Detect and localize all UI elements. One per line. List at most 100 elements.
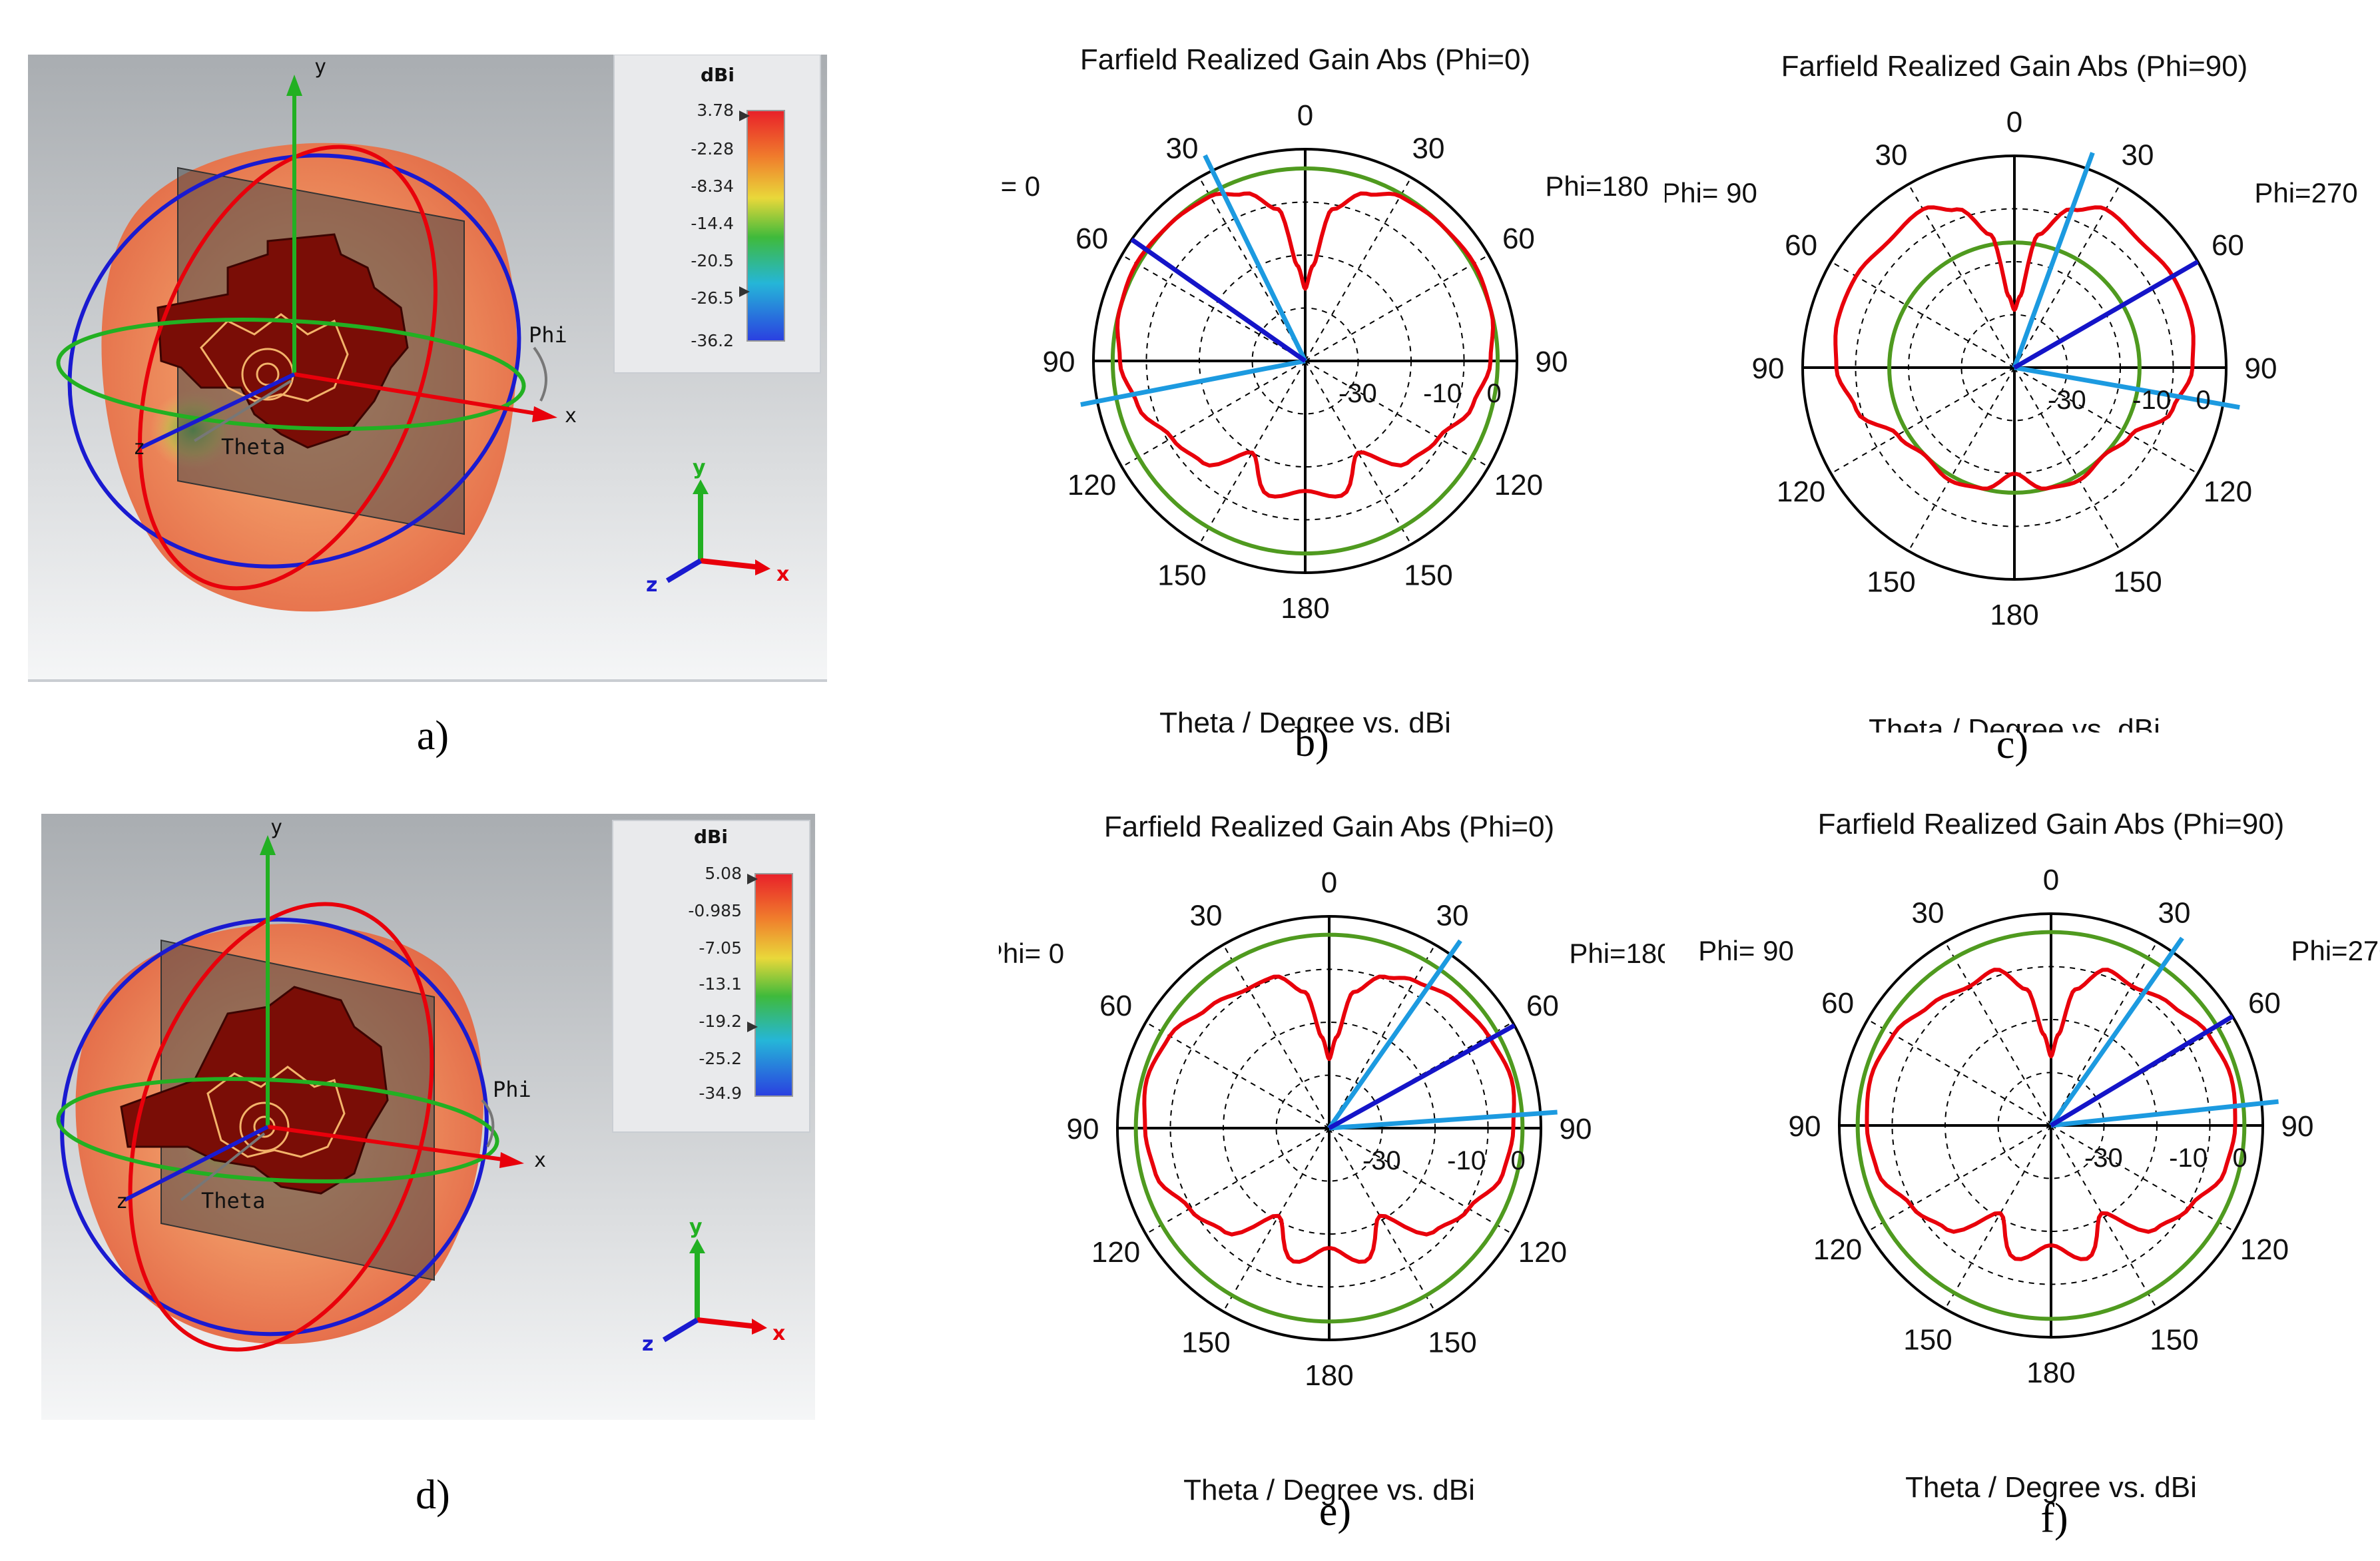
angle-label: 150	[1428, 1326, 1476, 1359]
angle-label: 60	[1821, 987, 1854, 1020]
colorbar-tick: -14.4	[691, 214, 734, 233]
phi-left-label: Phi= 90	[1698, 935, 1794, 966]
radial-label: -30	[1362, 1146, 1401, 1175]
grid-spoke	[1305, 360, 1489, 468]
radial-label: -10	[1447, 1146, 1486, 1175]
grid-spoke	[1329, 944, 1436, 1129]
theta-label: Theta	[201, 1188, 265, 1213]
phi-left-label: Phi= 0	[999, 938, 1064, 969]
grid-spoke	[1223, 944, 1330, 1129]
reference-level-circle	[1855, 930, 2247, 1321]
axis-triad: y x z	[642, 1215, 785, 1356]
radial-label: -10	[1423, 379, 1462, 408]
farfield-3d-view-d: y x z Phi Theta dBi 5.08 -0.985 -7.05 -1…	[41, 814, 815, 1424]
phi-label: Phi	[493, 1077, 531, 1102]
caption-c: c)	[1996, 722, 2029, 767]
angle-label: 90	[1560, 1113, 1592, 1145]
colorbar-tick: -19.2	[699, 1012, 742, 1031]
z-axis-label: z	[116, 1190, 128, 1213]
angle-label: 60	[1785, 229, 1817, 262]
angle-label: 60	[1502, 222, 1535, 255]
angle-label: 150	[1181, 1326, 1230, 1359]
radial-label: 0	[2233, 1143, 2247, 1173]
grid-spoke	[1831, 261, 2015, 368]
radial-label: 0	[2196, 386, 2211, 415]
pattern-curve	[1833, 205, 2196, 491]
angle-label: 60	[1075, 222, 1108, 255]
angle-label: 0	[2043, 864, 2059, 896]
triad-y-label: y	[693, 456, 706, 479]
angle-label: 120	[1813, 1233, 1862, 1266]
colorbar-tick: -20.5	[691, 251, 734, 270]
colorbar-unit: dBi	[701, 64, 735, 86]
triad-y-label: y	[689, 1215, 703, 1239]
y-axis-label: y	[314, 55, 326, 79]
radial-label: -10	[2132, 386, 2171, 415]
angle-label: 180	[1281, 592, 1329, 625]
colorbar-tick: -25.2	[699, 1049, 742, 1068]
polar-plot-e: Farfield Realized Gain Abs (Phi=0) 0 30 60 9…	[999, 766, 1665, 1561]
chart-xlabel: Theta / Degree vs. dBi	[1159, 707, 1451, 733]
angle-label: 150	[1157, 559, 1206, 591]
main-lobe-line	[2050, 1014, 2234, 1128]
caption-d: d)	[416, 1472, 450, 1518]
main-lobe-line	[2013, 259, 2200, 370]
chart-xlabel: Theta / Degree vs. dBi	[1869, 713, 2160, 733]
grid-spoke	[1329, 1127, 1513, 1235]
caption-a: a)	[416, 713, 449, 759]
theta-ring-blue	[60, 917, 489, 1337]
angle-label: 120	[1067, 469, 1116, 501]
radial-label: 0	[1511, 1146, 1526, 1175]
farfield-3d-canvas-d: y x z Phi Theta dBi 5.08 -0.985 -7.05 -1…	[41, 814, 815, 1420]
radial-label: -30	[1339, 379, 1377, 408]
angle-label: 60	[1099, 990, 1132, 1022]
grid-spoke	[1305, 360, 1412, 545]
grid-spoke	[1121, 254, 1306, 362]
angle-label: 30	[1166, 133, 1199, 165]
radial-label: -30	[2048, 386, 2086, 415]
reference-level-circle	[1887, 240, 2142, 495]
chart-xlabel: Theta / Degree vs. dBi	[1905, 1471, 2197, 1504]
grid-spoke	[1145, 1022, 1330, 1129]
polar-plot-b: Farfield Realized Gain Abs (Phi=0) 0 30 60 9…	[999, 0, 1651, 733]
z-axis	[140, 372, 296, 450]
grid-spoke	[1944, 1125, 2052, 1309]
grid-spoke	[1199, 360, 1306, 545]
grid-spoke	[1867, 1125, 2052, 1232]
colorbar-unit: dBi	[694, 826, 728, 848]
colorbar-tick: -7.05	[699, 938, 742, 958]
theta-ring-blue	[67, 153, 521, 569]
polar-plot-f: Farfield Realized Gain Abs (Phi=90) 0 30 60…	[1671, 766, 2380, 1561]
colorbar-tick: 5.08	[705, 864, 742, 883]
angle-label: 120	[1494, 469, 1543, 501]
z-axis-label: z	[133, 436, 145, 460]
polar-plot-c: Farfield Realized Gain Abs (Phi=90) 0 30 60…	[1665, 0, 2380, 733]
y-axis-label: y	[270, 816, 282, 839]
grid-spoke	[2014, 367, 2198, 474]
beam-edge-line	[2012, 152, 2095, 369]
colorbar-panel	[613, 55, 821, 374]
angle-label: 120	[2240, 1233, 2289, 1266]
triad-x-label: x	[776, 563, 789, 586]
angle-label: 180	[1990, 599, 2038, 631]
beam-edge-line	[1203, 154, 1308, 362]
colorbar	[746, 110, 785, 342]
grid-spoke	[2050, 1125, 2158, 1309]
colorbar-tick: -2.28	[691, 139, 734, 158]
polar-canvas-c: Farfield Realized Gain Abs (Phi=90) 0 30 60…	[1665, 50, 2358, 733]
chart-title: Farfield Realized Gain Abs (Phi=90)	[1781, 50, 2248, 83]
phi-right-label: Phi=180	[1569, 938, 1665, 969]
caption-e: e)	[1319, 1489, 1352, 1534]
colorbar-tick: -13.1	[699, 974, 742, 994]
phi-left-label: Phi= 0	[999, 170, 1040, 202]
main-lobe-line	[1328, 1023, 1516, 1131]
main-lobe-line	[1130, 237, 1307, 363]
beam-edge-line	[2049, 936, 2184, 1127]
phi-right-label: Phi=270	[2254, 177, 2357, 208]
x-axis-label: x	[565, 404, 577, 428]
radial-label: -30	[2084, 1143, 2123, 1173]
pattern-curve	[1115, 191, 1495, 499]
angle-label: 90	[1043, 346, 1075, 378]
colorbar-tick: 3.78	[697, 101, 734, 120]
angle-label: 90	[2245, 352, 2277, 385]
